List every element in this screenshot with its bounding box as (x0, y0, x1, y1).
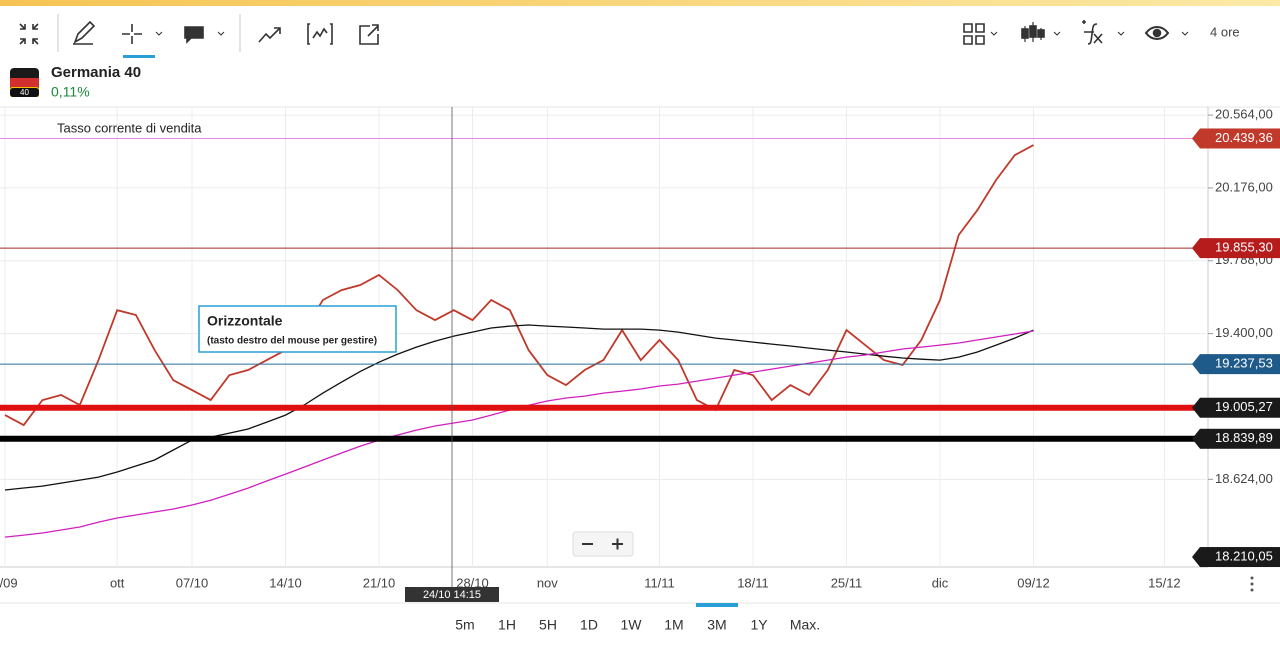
flag-base (10, 88, 39, 97)
x-tick-label: 3/09 (0, 575, 18, 590)
level-tag-arrow (1192, 428, 1200, 449)
trend-icon[interactable] (258, 27, 281, 43)
level-tag-arrow (1192, 354, 1200, 375)
fx-icon[interactable] (1082, 20, 1103, 45)
level-tag-arrow (1192, 397, 1200, 418)
x-tick-label: 14/10 (269, 575, 302, 590)
level-tag (1200, 128, 1280, 149)
eye-icon[interactable] (1144, 26, 1170, 40)
pencil-icon[interactable] (73, 20, 96, 45)
level-tag (1200, 547, 1280, 568)
period-button[interactable]: 1D (580, 617, 598, 633)
crosshair-label: 24/10 14:15 (423, 589, 481, 601)
x-tick-label: 28/10 (456, 575, 489, 590)
plot: 18.624,0019.400,0019.788,0020.176,0020.5… (0, 107, 1280, 590)
period-button[interactable]: 1H (498, 617, 516, 633)
selected-indicator (123, 55, 155, 58)
period-button[interactable]: 5H (539, 617, 557, 633)
level-tag (1200, 397, 1280, 418)
period-button[interactable]: 1W (621, 617, 643, 633)
series-line (4, 144, 1034, 427)
annotation: Tasso corrente di vendita (57, 120, 202, 135)
level-tag (1200, 354, 1280, 375)
x-tick-label: ott (110, 575, 125, 590)
zoom-control (572, 531, 634, 557)
period-button[interactable]: Max. (790, 617, 820, 633)
candle-icon (1021, 28, 1029, 39)
popup-hint: (tasto destro del mouse per gestire) (207, 336, 377, 347)
candle-icon (1037, 29, 1045, 38)
collapse-icon[interactable] (19, 23, 39, 45)
period-selected (696, 603, 738, 607)
x-tick-label: 07/10 (176, 575, 209, 590)
level-label: 18.839,89 (1215, 430, 1273, 445)
indicator-icon[interactable] (307, 23, 333, 45)
period-button[interactable]: 5m (455, 617, 474, 633)
badge-label: 40 (20, 88, 29, 97)
level-label: 19.237,53 (1215, 356, 1273, 371)
crosshair-icon[interactable] (122, 24, 142, 44)
level-tag (1200, 428, 1280, 449)
timeframe[interactable]: 4 ore (1210, 24, 1240, 39)
period-button[interactable]: 1Y (750, 617, 768, 633)
candle-icon (1029, 25, 1037, 38)
level-label: 19.855,30 (1215, 240, 1273, 255)
period-button[interactable]: 3M (707, 617, 726, 633)
top-bar (0, 0, 1280, 6)
x-tick-label: 15/12 (1148, 575, 1181, 590)
comment-icon[interactable] (184, 26, 204, 44)
crosshair-tag (405, 587, 499, 602)
eye-pupil (1152, 28, 1162, 38)
popup-title: Orizzontale (207, 313, 283, 329)
instrument-name: Germania 40 (51, 64, 141, 81)
level-label: 18.210,05 (1215, 548, 1273, 563)
dropdown[interactable] (217, 31, 225, 36)
dropdown[interactable] (155, 31, 163, 36)
level-tag-arrow (1192, 547, 1200, 568)
dropdown[interactable] (990, 31, 1189, 36)
level-label: 19.005,27 (1215, 399, 1273, 414)
level-tag-arrow (1192, 238, 1200, 259)
series-line (4, 330, 1034, 538)
menu-dot[interactable] (1250, 576, 1254, 580)
x-tick-label: 09/12 (1017, 575, 1050, 590)
x-tick-label: 11/11 (644, 575, 675, 590)
x-tick-label: dic (932, 575, 949, 590)
instrument-change: 0,11% (51, 84, 90, 100)
y-tick-label: 18.624,00 (1215, 471, 1273, 486)
toolbar (19, 14, 1189, 58)
layout-icon[interactable] (963, 23, 985, 45)
zoom-buttons[interactable] (582, 538, 623, 550)
level-tag (1200, 238, 1280, 259)
y-tick-label: 20.176,00 (1215, 179, 1273, 194)
x-tick-label: 25/11 (831, 575, 863, 590)
menu-dot (1250, 582, 1254, 586)
popup[interactable] (198, 305, 397, 353)
y-tick-label: 19.400,00 (1215, 325, 1273, 340)
x-tick-label: 18/11 (737, 575, 769, 590)
menu-dot (1250, 588, 1254, 592)
popout-icon[interactable] (359, 24, 379, 45)
level-label: 20.439,36 (1215, 130, 1273, 145)
flag-stripe (10, 78, 39, 87)
x-tick-label: nov (537, 575, 558, 590)
period-bar: 5m 1H 5H 1D 1W 1M 3M 1Y Max. (455, 603, 820, 633)
period-button[interactable]: 1M (664, 617, 683, 633)
y-tick-label: 20.564,00 (1215, 107, 1273, 122)
series-line (4, 324, 1034, 491)
x-tick-label: 21/10 (363, 575, 396, 590)
level-tag-arrow (1192, 128, 1200, 149)
